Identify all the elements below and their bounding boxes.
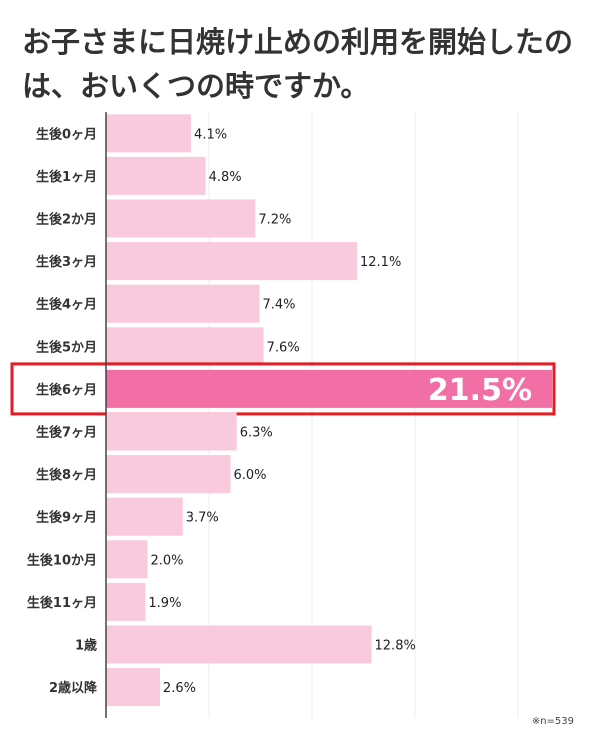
bar-highlighted (106, 369, 552, 408)
bar (106, 242, 358, 281)
bars (10, 114, 556, 707)
data-label: 2.0% (150, 553, 183, 568)
category-label: 生後0ヶ月 (36, 126, 97, 142)
data-label: 12.8% (375, 639, 416, 654)
bar (106, 156, 206, 195)
chart-title: お子さまに日焼け止めの利用を開始したのは、おいくつの時ですか。 (22, 25, 574, 103)
category-labels: 生後0ヶ月生後1ヶ月生後2か月生後3ヶ月生後4ヶ月生後5か月生後6ヶ月生後7ヶ月… (27, 126, 98, 696)
category-label: 生後11ヶ月 (27, 595, 97, 611)
data-label: 2.6% (163, 681, 196, 696)
category-label: 生後8ヶ月 (36, 467, 97, 483)
data-label: 3.7% (186, 511, 219, 526)
bar (106, 668, 160, 707)
category-label: 生後6ヶ月 (36, 382, 97, 398)
bar (106, 284, 260, 323)
data-label: 6.3% (240, 426, 273, 441)
bar (106, 497, 183, 536)
data-label: 4.8% (209, 170, 242, 185)
sample-size-note: ※n=539 (531, 716, 574, 727)
highlight-frame (10, 362, 556, 416)
category-label: 生後3ヶ月 (36, 254, 97, 270)
data-label: 6.0% (233, 468, 266, 483)
bar (106, 540, 148, 579)
bar (106, 625, 372, 664)
data-labels: 4.1% 4.8% 7.2% 12.1% 7.4% 7.6% 21.5% 6.3% 6.0% 3.… (148, 127, 532, 696)
category-label: 生後2か月 (36, 212, 97, 228)
category-label: 生後1ヶ月 (36, 169, 97, 185)
data-label: 12.1% (360, 255, 401, 270)
data-label: 7.2% (258, 213, 291, 228)
category-label: 生後7ヶ月 (36, 425, 97, 441)
category-label: 1歳 (75, 638, 97, 654)
data-label: 7.6% (267, 340, 300, 355)
bar (106, 114, 192, 153)
category-label: 生後9ヶ月 (36, 510, 97, 526)
bar (106, 455, 231, 494)
bar (106, 327, 264, 366)
category-label: 生後4ヶ月 (36, 297, 97, 313)
bar (106, 412, 237, 451)
category-label: 2歳以降 (49, 680, 98, 696)
data-label-highlighted: 21.5% (428, 373, 532, 408)
data-label: 1.9% (148, 596, 181, 611)
data-label: 7.4% (263, 298, 296, 313)
bar (106, 199, 256, 238)
category-label: 生後10か月 (27, 552, 97, 568)
category-label: 生後5か月 (36, 339, 97, 355)
bar (106, 582, 146, 621)
data-label: 4.1% (194, 127, 227, 142)
